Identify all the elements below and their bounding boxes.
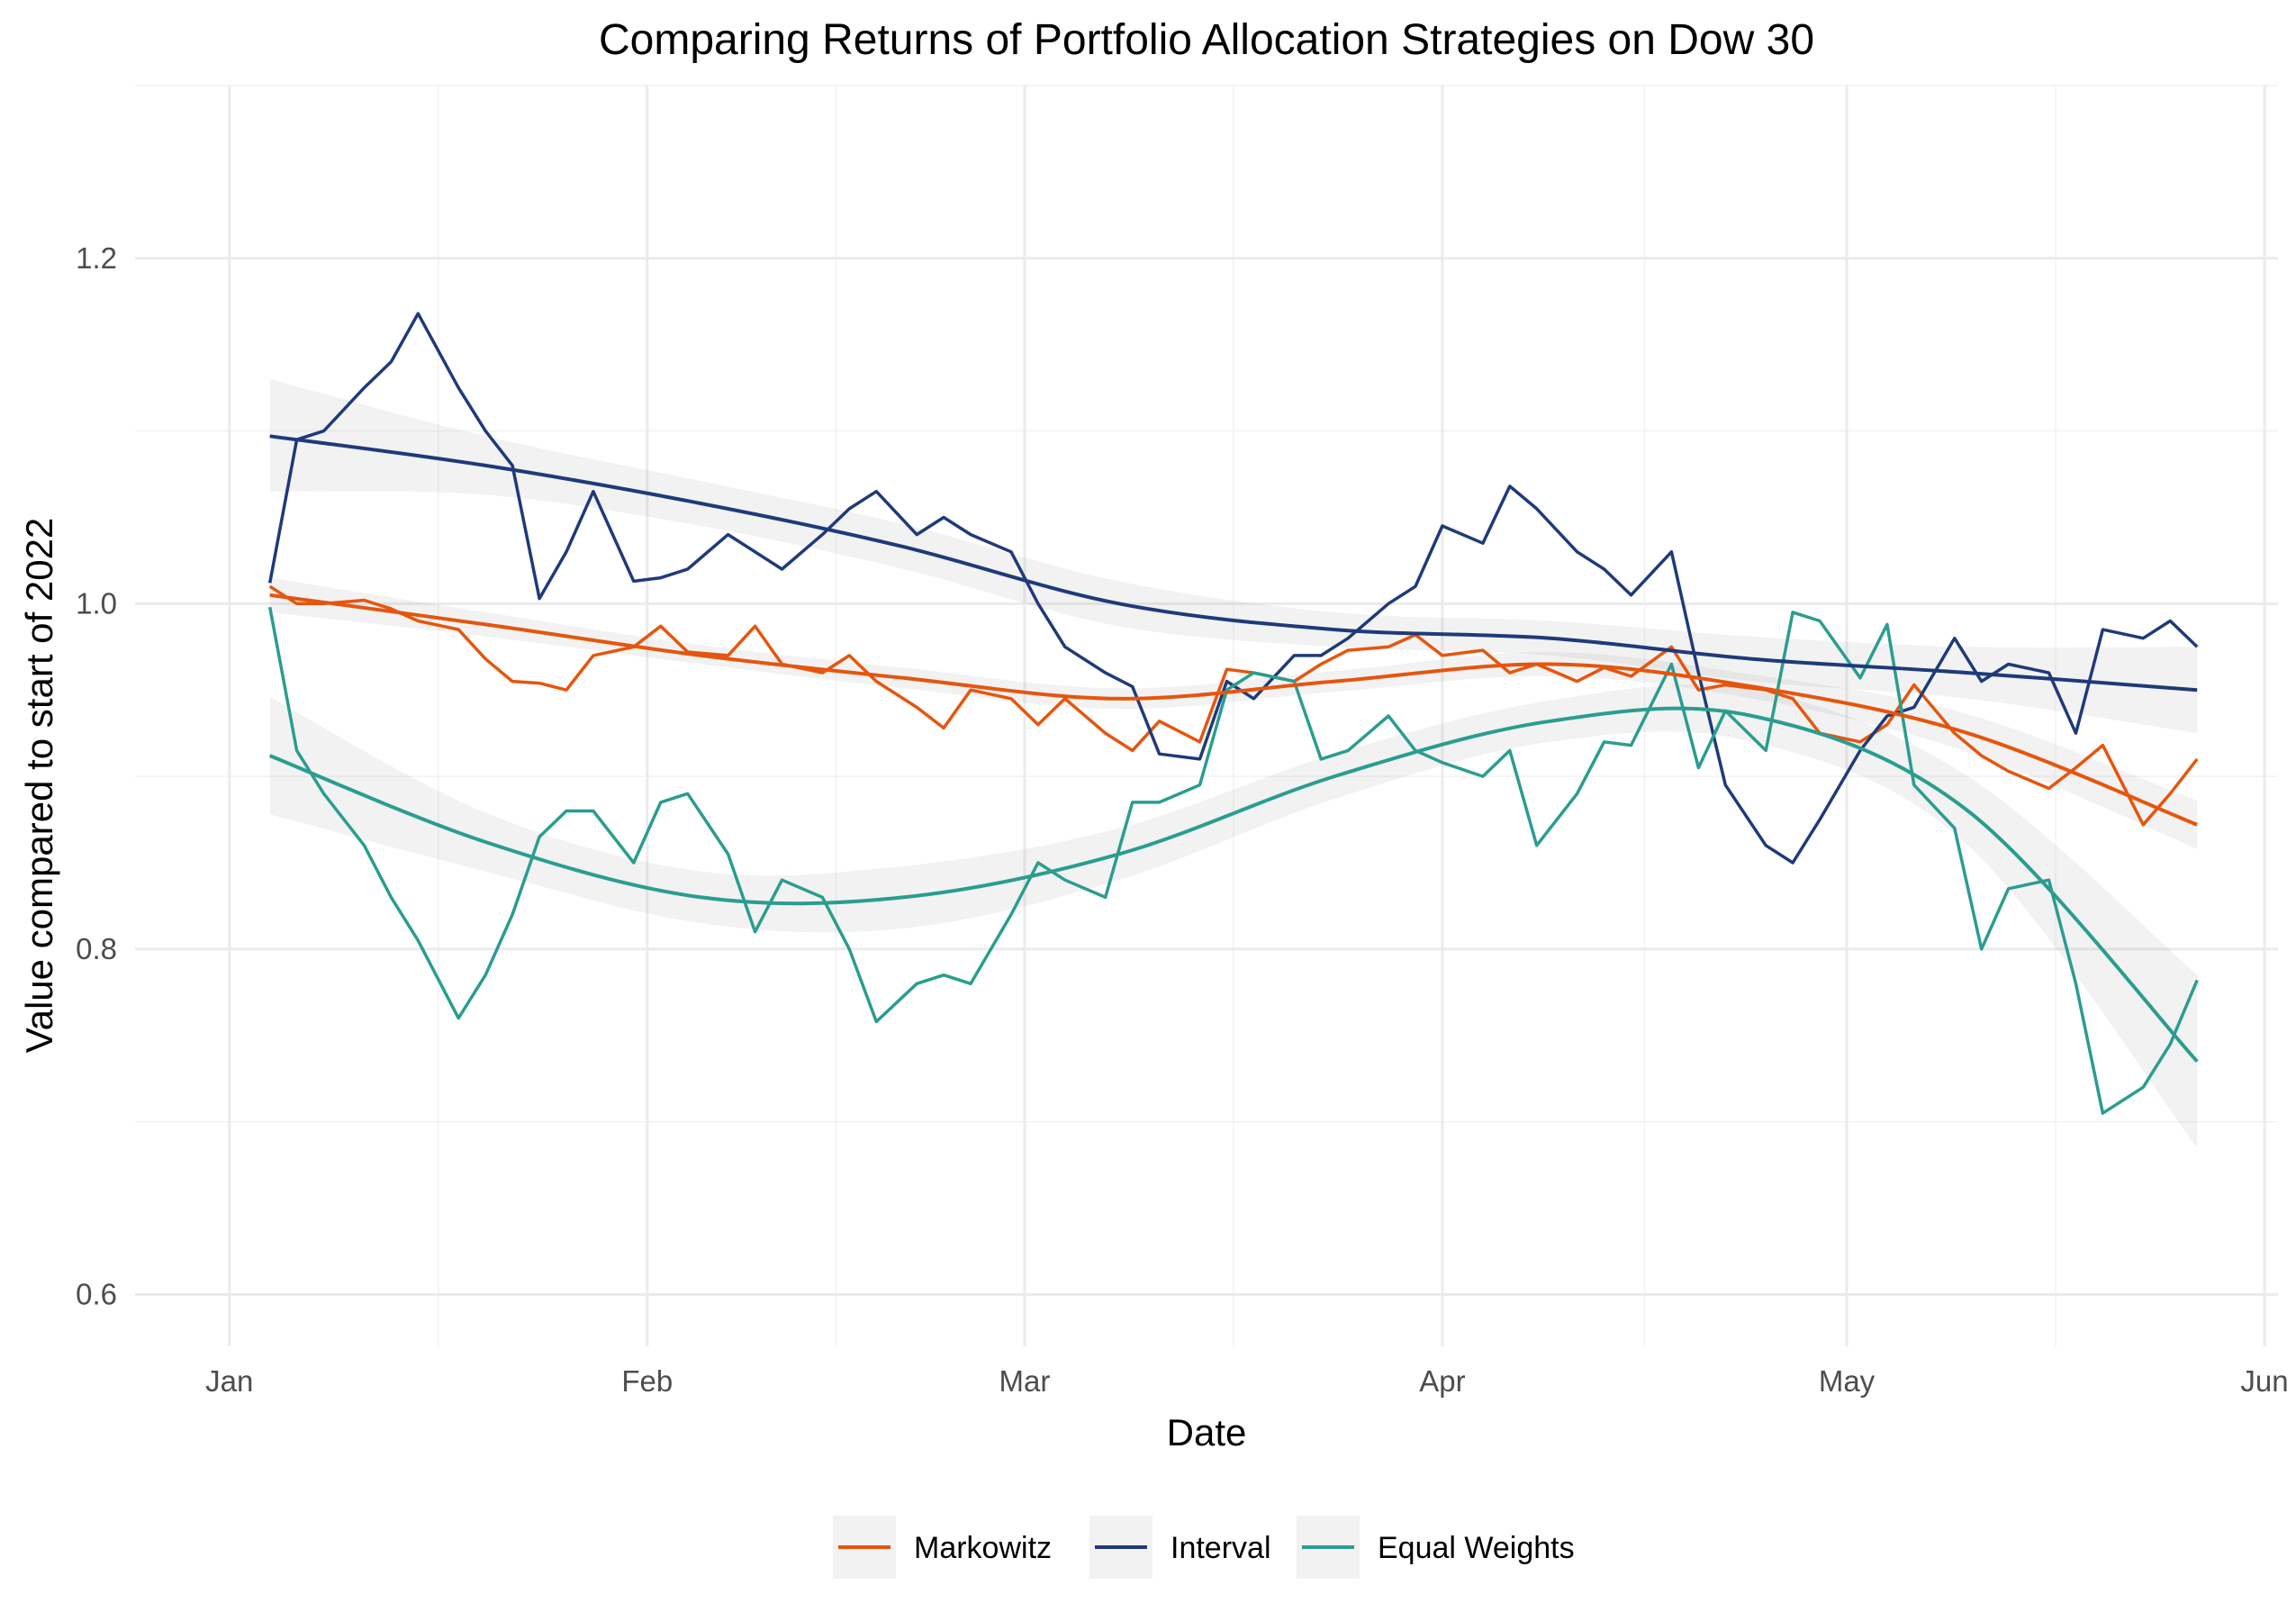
x-tick-label: Jan (205, 1364, 253, 1398)
legend-label: Equal Weights (1378, 1531, 1575, 1565)
confidence-band (269, 379, 2198, 734)
legend-label: Interval (1171, 1531, 1271, 1565)
series-lines (267, 312, 2199, 1115)
chart-title: Comparing Returns of Portfolio Allocatio… (599, 16, 1814, 64)
x-tick-label: Feb (621, 1364, 673, 1398)
trend-line (268, 706, 2199, 1063)
grid-minor (135, 85, 2278, 1346)
y-tick-label: 1.0 (76, 586, 117, 620)
legend-item: Equal Weights (1297, 1516, 1575, 1579)
y-axis-title: Value compared to start of 2022 (18, 518, 60, 1054)
legend-item: Interval (1089, 1516, 1271, 1579)
x-axis-title: Date (1167, 1411, 1247, 1453)
trend-line (269, 593, 2198, 827)
x-tick-label: Apr (1419, 1364, 1465, 1398)
legend-label: Markowitz (914, 1531, 1052, 1565)
legend-item: Markowitz (833, 1516, 1052, 1579)
confidence-bands (269, 379, 2198, 1148)
x-axis-ticks: Jan Feb Mar Apr May Jun (205, 1364, 2288, 1398)
series-line (268, 584, 2199, 827)
y-tick-label: 1.2 (76, 241, 117, 275)
y-axis-ticks: 0.6 0.8 1.0 1.2 (76, 241, 117, 1311)
trend-lines (268, 434, 2199, 1063)
x-tick-label: May (1819, 1364, 1876, 1398)
series-line (267, 312, 2199, 865)
y-tick-label: 0.6 (76, 1277, 117, 1310)
x-tick-label: Jun (2240, 1364, 2288, 1398)
trend-line (269, 434, 2198, 693)
grid-major (135, 86, 2278, 1346)
legend: Markowitz Interval Equal Weights (833, 1516, 1575, 1579)
series-line (267, 606, 2199, 1115)
y-tick-label: 0.8 (76, 932, 117, 965)
x-tick-label: Mar (999, 1364, 1051, 1398)
